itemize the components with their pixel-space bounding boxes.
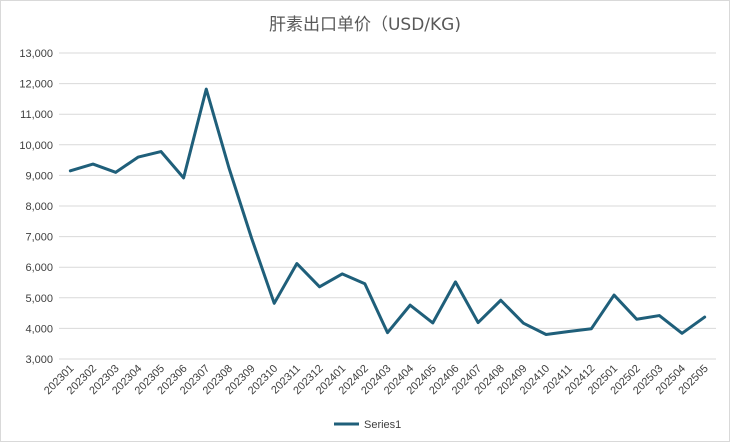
chart-title: 肝素出口单价（USD/KG) <box>269 15 461 35</box>
y-tick-label: 3,000 <box>25 354 53 366</box>
legend: Series1 <box>334 419 401 431</box>
gridlines <box>59 52 716 360</box>
y-tick-label: 4,000 <box>25 323 53 335</box>
y-axis-ticks: 3,000 4,000 5,000 6,000 7,000 8,000 9,000 10,00… <box>19 48 53 366</box>
y-tick-label: 6,000 <box>25 262 53 274</box>
y-tick-label: 8,000 <box>25 201 53 213</box>
series-line <box>68 87 707 337</box>
y-tick-label: 10,000 <box>19 140 53 152</box>
y-tick-label: 13,000 <box>19 48 53 60</box>
series-layer <box>68 87 707 337</box>
x-axis-ticks: 2023012023022023032023042023052023062023… <box>42 363 711 397</box>
y-tick-label: 11,000 <box>20 109 53 121</box>
legend-label: Series1 <box>364 419 401 431</box>
y-tick-label: 12,000 <box>19 79 53 91</box>
y-tick-label: 9,000 <box>25 170 53 182</box>
y-tick-label: 5,000 <box>25 293 53 305</box>
y-tick-label: 7,000 <box>25 232 53 244</box>
